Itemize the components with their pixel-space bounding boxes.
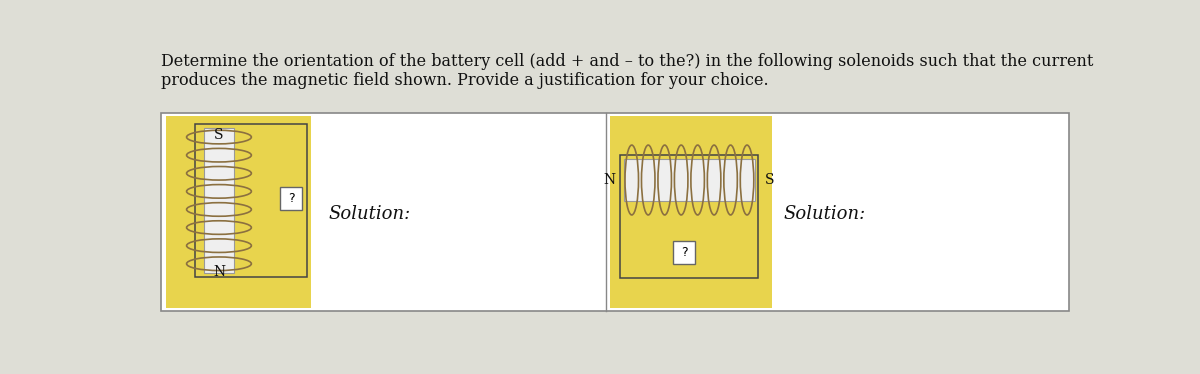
Text: N: N [212,265,226,279]
Text: ?: ? [680,246,688,259]
Text: S: S [215,128,223,142]
Bar [611,116,772,308]
Bar [194,124,307,277]
Text: Solution:: Solution: [784,205,866,223]
Text: Solution:: Solution: [329,205,410,223]
Bar [620,155,758,278]
Bar [281,187,302,211]
Text: S: S [764,173,774,187]
Bar [204,128,234,273]
Text: ?: ? [288,192,294,205]
Text: N: N [602,173,616,187]
Bar [166,116,311,308]
Bar [673,241,695,264]
Text: Determine the orientation of the battery cell (add + and – to the?) in the follo: Determine the orientation of the battery… [161,53,1093,89]
Bar [161,113,1069,311]
Bar [624,159,755,201]
